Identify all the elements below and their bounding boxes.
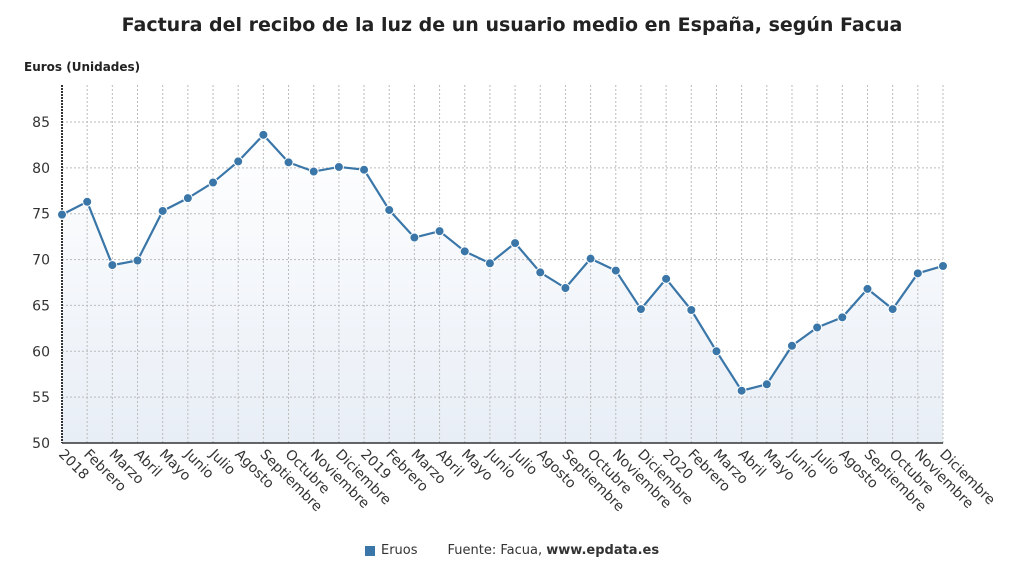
data-point	[661, 273, 672, 284]
data-point	[283, 157, 294, 168]
data-point	[107, 260, 118, 271]
y-tick-label: 80	[32, 161, 50, 177]
data-point	[912, 268, 923, 279]
y-tick-label: 70	[32, 253, 50, 269]
area-fill	[62, 134, 943, 443]
y-tick-label: 65	[32, 298, 50, 314]
data-point	[736, 385, 747, 396]
data-point	[182, 193, 193, 204]
data-point	[258, 129, 269, 140]
chart-title: Factura del recibo de la luz de un usuar…	[121, 14, 903, 36]
y-tick-label: 75	[32, 207, 50, 223]
data-point	[786, 340, 797, 351]
data-point	[560, 283, 571, 294]
data-point	[208, 177, 219, 188]
data-point	[359, 164, 370, 175]
data-point	[132, 255, 143, 266]
data-point	[585, 253, 596, 264]
data-point	[308, 166, 319, 177]
data-point	[434, 226, 445, 237]
y-tick-label: 50	[32, 436, 50, 452]
data-point	[837, 312, 848, 323]
data-point	[938, 260, 948, 271]
data-point	[711, 346, 722, 357]
data-point	[812, 322, 823, 333]
data-point	[157, 205, 168, 216]
data-point	[333, 161, 344, 172]
data-point	[862, 283, 873, 294]
y-tick-label: 85	[32, 115, 50, 131]
y-axis-label: Euros (Unidades)	[24, 60, 141, 74]
source-text: Fuente: Facua, www.epdata.es	[448, 543, 660, 558]
data-point	[233, 156, 244, 167]
data-point	[761, 379, 772, 390]
data-point	[510, 238, 521, 249]
data-point	[535, 267, 546, 278]
data-point	[635, 304, 646, 315]
data-point	[887, 304, 898, 315]
source-prefix: Fuente: Facua,	[447, 543, 547, 558]
data-point	[484, 258, 495, 269]
legend-label[interactable]: Eruos	[381, 543, 418, 558]
legend-swatch	[365, 545, 375, 556]
data-point	[610, 265, 621, 276]
data-point	[686, 305, 697, 316]
data-point	[57, 209, 67, 220]
data-point	[384, 205, 395, 216]
legend: Eruos Fuente: Facua, www.epdata.es	[365, 543, 659, 558]
data-point	[459, 246, 470, 257]
data-point	[82, 196, 93, 207]
source-link[interactable]: www.epdata.es	[546, 543, 660, 558]
data-point	[409, 232, 420, 243]
y-tick-label: 55	[32, 390, 50, 406]
y-tick-label: 60	[32, 344, 50, 360]
